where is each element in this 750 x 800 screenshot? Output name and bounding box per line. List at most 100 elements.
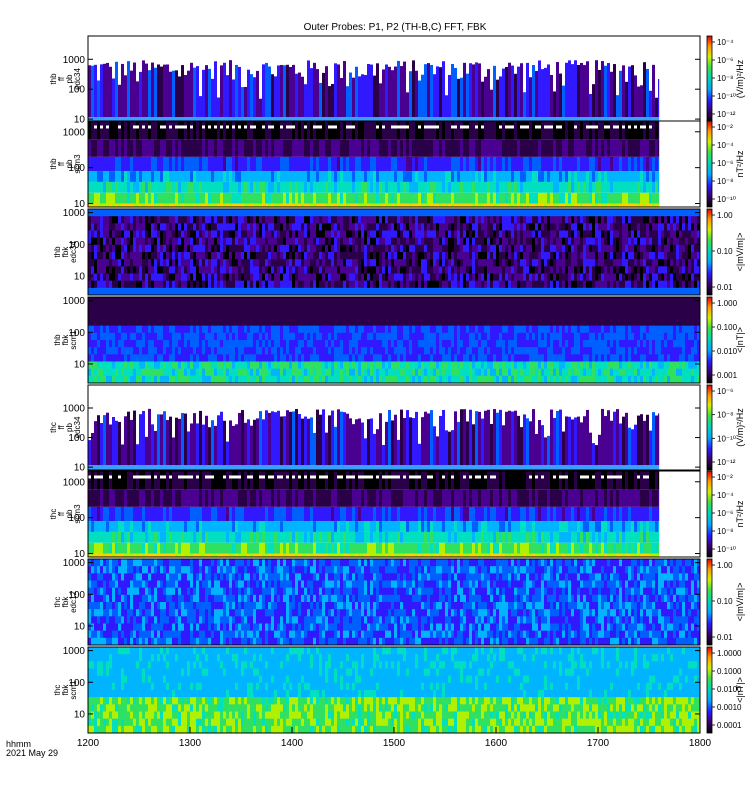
panel-2: 10 100 1000 thbffpbscm3 10⁻² 10⁻⁴ 10⁻⁶ 10⁻⁸ 10⁻¹… xyxy=(49,120,745,210)
panel-frame xyxy=(87,470,701,558)
spectrogram-image xyxy=(88,647,701,734)
colorbar-tick-label: 10⁻⁸ xyxy=(717,177,734,186)
colorbar-tick-label: 0.01 xyxy=(717,283,733,292)
spectrogram-image xyxy=(88,559,701,646)
colorbar xyxy=(706,384,713,471)
panel-label: thbffpbedc34 xyxy=(49,68,82,90)
panel-label: thcffpbscm3 xyxy=(49,504,82,524)
y-tick-label: 100 xyxy=(68,590,85,601)
panel-label: thcfbkedc12 xyxy=(53,591,78,613)
colorbar-label: nT²/Hz xyxy=(735,150,745,178)
panel-7: 10 100 1000 thcfbkedc12 1.00 0.10 0.01 <|mV/m|> xyxy=(53,558,745,646)
panel-frame xyxy=(87,558,701,646)
spectrogram-image xyxy=(88,408,660,470)
colorbar-label: <|mV/m|> xyxy=(735,233,745,272)
time-axis-label: hhmm xyxy=(6,739,31,749)
colorbar-tick-label: 10⁻¹² xyxy=(717,458,736,467)
y-tick-label: 10 xyxy=(74,199,86,210)
colorbar-tick-label: 10⁻⁸ xyxy=(717,411,734,420)
colorbar-tick-label: 10⁻² xyxy=(717,473,733,482)
panel-label: thcffpbedc34 xyxy=(49,416,82,438)
spectrogram-image xyxy=(88,121,660,207)
panel-frame xyxy=(87,120,701,208)
panel-frame xyxy=(87,296,701,384)
colorbar-label: <|mV/m|> xyxy=(735,583,745,622)
y-tick-label: 100 xyxy=(68,240,85,251)
x-axis: 1200 1300 1400 1500 1600 1700 1800 xyxy=(77,727,712,749)
colorbar-tick-label: 10⁻² xyxy=(717,123,733,132)
y-tick-label: 1000 xyxy=(63,477,86,488)
y-tick-label: 100 xyxy=(68,163,85,174)
colorbar-tick-label: 1.00 xyxy=(717,211,733,220)
colorbar-tick-label: 0.0001 xyxy=(717,721,742,730)
colorbar-tick-label: 0.0100 xyxy=(717,685,742,694)
y-tick-label: 100 xyxy=(68,85,85,96)
panel-label: thbfbkedc34 xyxy=(53,241,78,263)
panels-group: 101001000thbffpbedc3410⁻⁴10⁻⁶10⁻⁸10⁻¹⁰10… xyxy=(49,35,745,734)
panel-1: 10 100 1000 thbffpbedc34 10⁻⁴ 10⁻⁶ 10⁻⁸ 10⁻¹⁰ 10… xyxy=(49,35,745,126)
panel-3: 10 100 1000 thbfbkedc34 1.00 0.10 0.01 <|mV/m|> xyxy=(53,208,745,296)
y-tick-label: 1000 xyxy=(63,208,86,219)
y-tick-label: 100 xyxy=(68,513,85,524)
y-tick-label: 10 xyxy=(74,271,86,282)
colorbar-tick-label: 0.001 xyxy=(717,371,738,380)
x-tick-label: 1800 xyxy=(689,738,712,749)
y-tick-label: 10 xyxy=(74,621,86,632)
colorbar-tick-label: 10⁻⁶ xyxy=(717,159,733,168)
colorbar xyxy=(706,296,713,384)
colorbar-tick-label: 10⁻⁴ xyxy=(717,491,734,500)
spectrogram-image xyxy=(88,209,701,296)
y-tick-label: 1000 xyxy=(63,127,86,138)
colorbar-tick-label: 0.10 xyxy=(717,247,733,256)
colorbar xyxy=(706,35,713,123)
panel-label: thbffpbscm3 xyxy=(49,154,82,174)
x-tick-label: 1300 xyxy=(179,738,202,749)
x-tick-label: 1700 xyxy=(587,738,610,749)
panel-6: 10 100 1000 thcffpbscm3 10⁻² 10⁻⁴ 10⁻⁶ 10⁻⁸ 10⁻¹… xyxy=(49,470,745,560)
y-tick-label: 1000 xyxy=(63,404,86,415)
colorbar xyxy=(706,646,713,734)
x-tick-label: 1500 xyxy=(383,738,406,749)
panel-8: 10 100 1000 thcfbkscm1 1.0000 0.1000 0.0100 0.0… xyxy=(53,646,745,734)
spectrogram-image xyxy=(88,471,660,557)
y-tick-label: 1000 xyxy=(63,558,86,569)
y-tick-label: 1000 xyxy=(63,296,86,307)
colorbar-label: nT²/Hz xyxy=(735,500,745,528)
colorbar-tick-label: 0.1000 xyxy=(717,667,742,676)
y-tick-label: 10 xyxy=(74,709,86,720)
colorbar-tick-label: 10⁻⁶ xyxy=(717,56,733,65)
x-tick-label: 1200 xyxy=(77,738,100,749)
colorbar xyxy=(706,558,713,646)
colorbar-tick-label: 1.00 xyxy=(717,561,733,570)
colorbar xyxy=(706,120,713,208)
figure-title: Outer Probes: P1, P2 (TH-B,C) FFT, FBK xyxy=(304,22,487,33)
colorbar-tick-label: 10⁻¹² xyxy=(717,110,736,119)
y-tick-label: 10 xyxy=(74,359,86,370)
colorbar-tick-label: 10⁻⁸ xyxy=(717,74,734,83)
spectrogram-image xyxy=(88,297,701,384)
colorbar-tick-label: 10⁻⁶ xyxy=(717,509,733,518)
colorbar-tick-label: 0.10 xyxy=(717,597,733,606)
colorbar-label: <|nT|> xyxy=(735,677,745,703)
colorbar-tick-label: 1.0000 xyxy=(717,649,742,658)
y-tick-label: 10 xyxy=(74,463,86,474)
colorbar-tick-label: 1.000 xyxy=(717,299,738,308)
panel-label: thbfbkscm1 xyxy=(53,330,78,350)
colorbar-tick-label: 0.010 xyxy=(717,347,738,356)
colorbar-tick-label: 0.0010 xyxy=(717,703,742,712)
x-tick-label: 1600 xyxy=(485,738,508,749)
spectrogram-image xyxy=(88,60,660,122)
colorbar-tick-label: 10⁻¹⁰ xyxy=(717,195,736,204)
colorbar xyxy=(706,470,713,558)
colorbar-tick-label: 10⁻¹⁰ xyxy=(717,545,736,554)
colorbar-label: (V/m)²/Hz xyxy=(735,408,745,447)
colorbar-tick-label: 10⁻⁶ xyxy=(717,387,733,396)
colorbar-tick-label: 10⁻⁴ xyxy=(717,38,734,47)
y-tick-label: 1000 xyxy=(63,55,86,66)
colorbar-tick-label: 10⁻⁴ xyxy=(717,141,734,150)
y-tick-label: 1000 xyxy=(63,646,86,657)
y-tick-label: 100 xyxy=(68,678,85,689)
colorbar-tick-label: 10⁻¹⁰ xyxy=(717,434,736,443)
panel-label: thcfbkscm1 xyxy=(53,680,78,700)
